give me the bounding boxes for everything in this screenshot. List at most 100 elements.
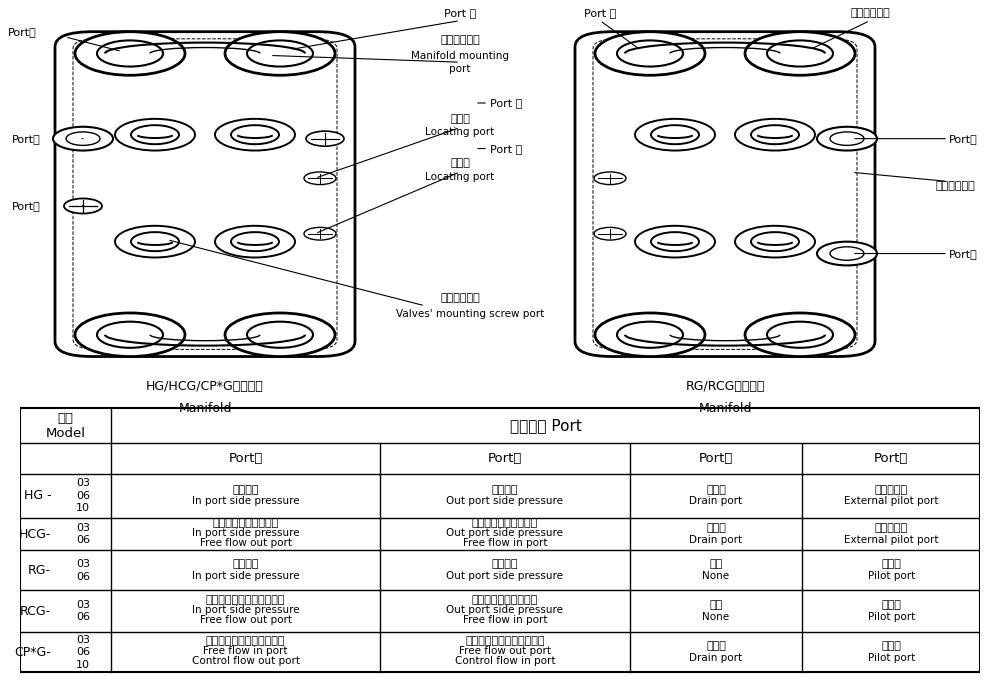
Text: 洩壓口: 洩壓口 — [706, 641, 726, 652]
Text: None: None — [702, 571, 730, 581]
Text: 出口名稱 Port: 出口名稱 Port — [510, 418, 582, 433]
Text: 引導口: 引導口 — [881, 600, 901, 611]
Circle shape — [115, 226, 195, 257]
Circle shape — [75, 31, 185, 75]
Text: Drain port: Drain port — [689, 653, 743, 663]
Text: Valves' mounting screw port: Valves' mounting screw port — [396, 309, 544, 319]
Text: In port side pressure: In port side pressure — [192, 605, 299, 615]
Circle shape — [215, 119, 295, 150]
Text: Free flow out port: Free flow out port — [200, 615, 292, 626]
Text: RG-: RG- — [28, 563, 51, 577]
Text: 出口側壓或自由流入口: 出口側壓或自由流入口 — [472, 596, 538, 605]
Circle shape — [745, 31, 855, 75]
Text: 自由流入口或逆自由流出口: 自由流入口或逆自由流出口 — [206, 637, 285, 646]
Text: 油路板安裝孔: 油路板安裝孔 — [850, 8, 890, 18]
Circle shape — [830, 132, 864, 145]
Text: Pilot port: Pilot port — [868, 571, 915, 581]
Circle shape — [617, 40, 683, 66]
Circle shape — [767, 322, 833, 348]
Text: 入口側洩壓或自由流出口力: 入口側洩壓或自由流出口力 — [206, 596, 285, 605]
Text: 03
06
10: 03 06 10 — [76, 635, 90, 669]
Text: 出口側壓: 出口側壓 — [492, 485, 518, 495]
Text: 洩壓口: 洩壓口 — [706, 523, 726, 533]
Text: 03
06: 03 06 — [76, 523, 90, 545]
Text: PortⒷ: PortⒷ — [8, 27, 36, 37]
Text: 自由流出口或逆自由流入口: 自由流出口或逆自由流入口 — [465, 637, 545, 646]
Circle shape — [635, 119, 715, 150]
Text: 定位孔: 定位孔 — [450, 114, 470, 124]
Circle shape — [53, 127, 113, 150]
Text: 外部引導口: 外部引導口 — [875, 523, 908, 533]
Circle shape — [635, 226, 715, 257]
Text: Locating port: Locating port — [425, 127, 495, 137]
Text: Manifold: Manifold — [698, 402, 752, 415]
Text: 03
06
10: 03 06 10 — [76, 479, 90, 513]
Circle shape — [231, 125, 279, 144]
Text: 不用: 不用 — [709, 600, 723, 611]
Text: Manifold mounting: Manifold mounting — [411, 51, 509, 61]
Text: CP*G-: CP*G- — [14, 645, 51, 659]
Circle shape — [304, 172, 336, 184]
Circle shape — [751, 232, 799, 251]
FancyBboxPatch shape — [55, 31, 355, 357]
Text: Drain port: Drain port — [689, 535, 743, 544]
Text: 外部引導口: 外部引導口 — [875, 485, 908, 495]
Text: 03
06: 03 06 — [76, 600, 90, 622]
Circle shape — [306, 131, 344, 146]
Text: PortⒶ: PortⒶ — [12, 201, 41, 211]
Text: Portⓓ: Portⓓ — [699, 451, 733, 465]
Text: Control flow out port: Control flow out port — [192, 656, 300, 667]
Text: Port Ⓐ: Port Ⓐ — [444, 8, 476, 18]
Circle shape — [64, 199, 102, 214]
Circle shape — [651, 232, 699, 251]
Text: 安裝閥螺絲孔: 安裝閥螺絲孔 — [440, 293, 480, 303]
Text: Drain port: Drain port — [689, 497, 743, 506]
Text: 入口側壓: 入口側壓 — [232, 559, 259, 570]
Text: Manifold: Manifold — [178, 402, 232, 415]
Circle shape — [115, 119, 195, 150]
Text: PortⓍ: PortⓍ — [874, 451, 908, 465]
Text: 出口側壓或自由流入口: 出口側壓或自由流入口 — [472, 518, 538, 528]
Circle shape — [75, 313, 185, 357]
Circle shape — [595, 31, 705, 75]
Text: 油路板安裝孔: 油路板安裝孔 — [440, 35, 480, 44]
Circle shape — [97, 40, 163, 66]
Text: PortⒷ: PortⒷ — [949, 249, 978, 259]
Text: Port Ⓧ: Port Ⓧ — [490, 98, 522, 108]
Text: In port side pressure: In port side pressure — [192, 571, 299, 581]
Circle shape — [595, 313, 705, 357]
Text: HG/HCG/CP*G用油路板: HG/HCG/CP*G用油路板 — [146, 380, 264, 393]
Text: 洩壓口: 洩壓口 — [706, 485, 726, 495]
Text: 不用: 不用 — [709, 559, 723, 570]
Text: Pilot port: Pilot port — [868, 612, 915, 622]
Circle shape — [735, 226, 815, 257]
Text: In port side pressure: In port side pressure — [192, 528, 299, 538]
Text: None: None — [702, 612, 730, 622]
Circle shape — [594, 227, 626, 240]
Text: Free flow out port: Free flow out port — [200, 538, 292, 548]
Circle shape — [97, 322, 163, 348]
Circle shape — [817, 242, 877, 266]
Circle shape — [225, 313, 335, 357]
Text: port: port — [449, 64, 471, 74]
Text: 入口側壓或自由流出口: 入口側壓或自由流出口 — [212, 518, 279, 528]
Text: Port Ⓧ: Port Ⓧ — [490, 143, 522, 154]
Text: Portⓓ: Portⓓ — [949, 134, 978, 143]
Text: 03
06: 03 06 — [76, 559, 90, 581]
Circle shape — [745, 313, 855, 357]
Text: 定位孔: 定位孔 — [450, 158, 470, 168]
Text: 引導口: 引導口 — [881, 559, 901, 570]
Circle shape — [767, 40, 833, 66]
Circle shape — [247, 40, 313, 66]
Text: Out port side pressure: Out port side pressure — [446, 497, 563, 506]
Circle shape — [735, 119, 815, 150]
Circle shape — [617, 322, 683, 348]
Text: RG/RCG用油路板: RG/RCG用油路板 — [685, 380, 765, 393]
Text: Free flow in port: Free flow in port — [463, 538, 547, 548]
Circle shape — [215, 226, 295, 257]
Text: RCG-: RCG- — [20, 604, 51, 618]
Text: PortⒷ: PortⒷ — [488, 451, 522, 465]
Circle shape — [131, 125, 179, 144]
Text: Port Ⓐ: Port Ⓐ — [584, 8, 616, 18]
Circle shape — [66, 132, 100, 145]
